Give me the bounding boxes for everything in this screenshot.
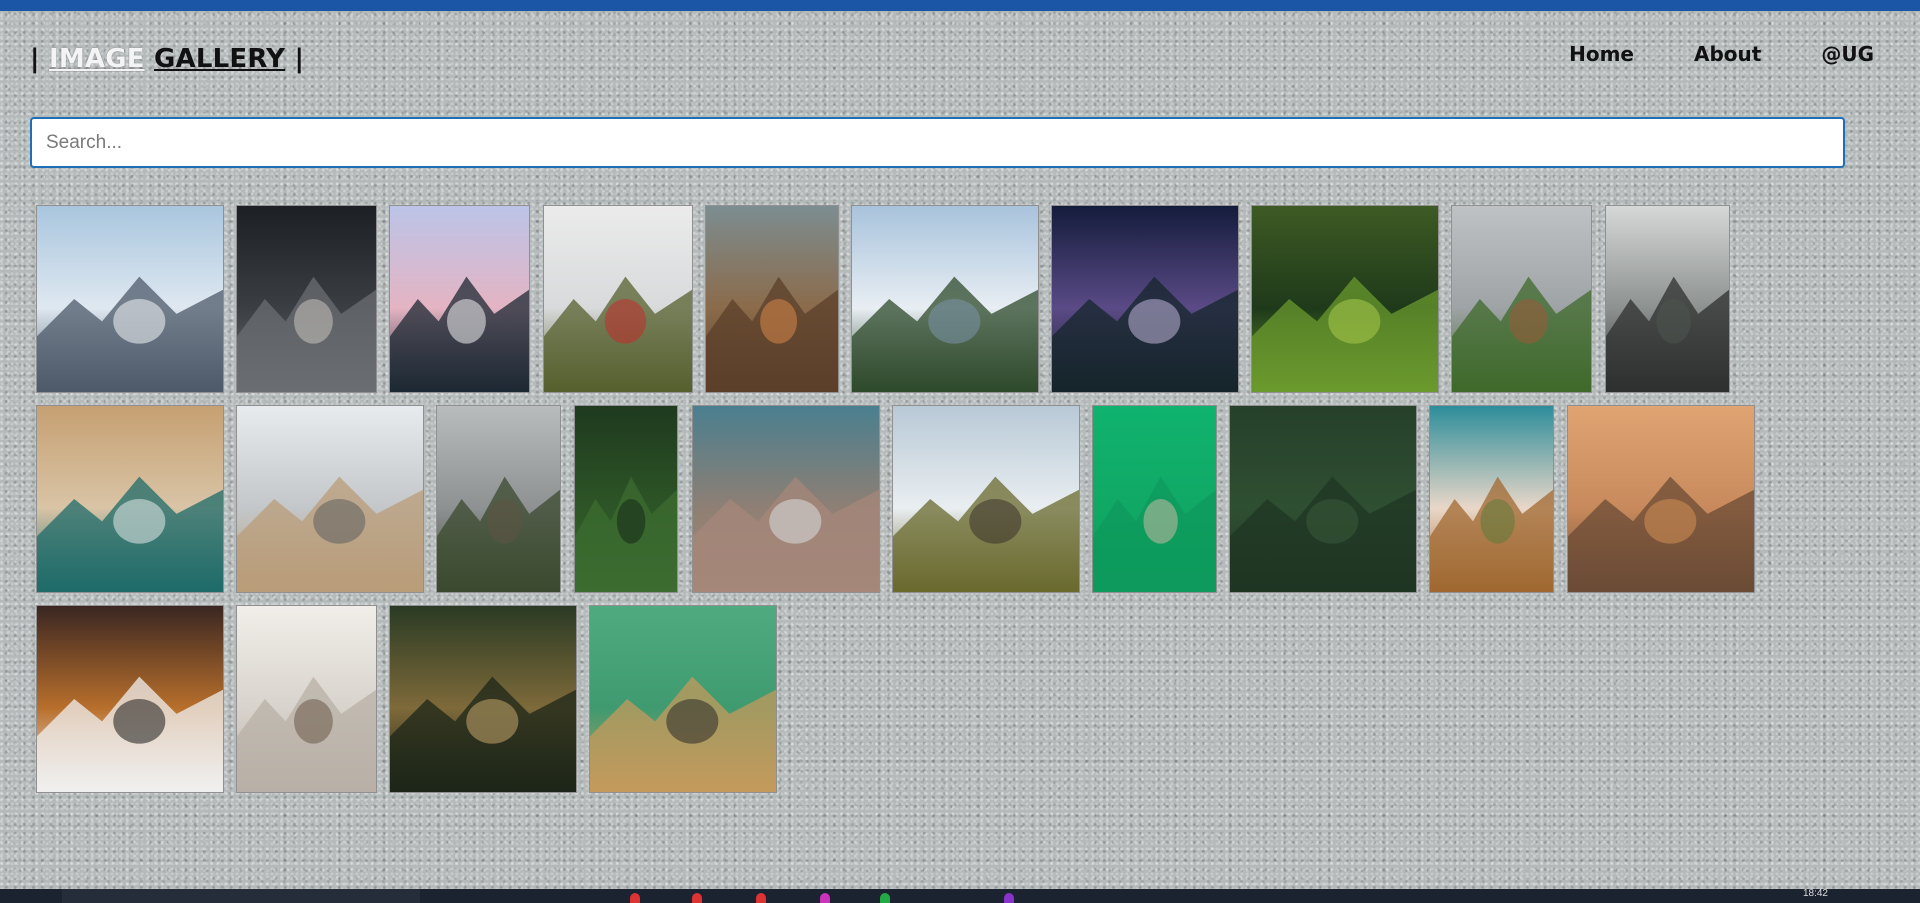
gallery-image-mountain-valley-forest[interactable] (851, 205, 1039, 393)
taskbar-app-icon[interactable] (630, 893, 640, 903)
gallery-image-french-bulldog-green[interactable] (1092, 405, 1217, 593)
gallery-image-husky-dog[interactable] (236, 205, 377, 393)
nav-about-link[interactable]: About (1694, 42, 1762, 66)
os-taskbar: 18:42 (0, 889, 1920, 903)
gallery-image-two-dogs-running[interactable] (1567, 405, 1755, 593)
gallery-image-aerial-beach-waves[interactable] (36, 405, 224, 593)
gallery-image-aerial-coastline[interactable] (692, 405, 880, 593)
logo-bar-left: | (30, 44, 40, 74)
gallery-image-orange-cat-on-table[interactable] (705, 205, 839, 393)
search-input[interactable] (30, 117, 1845, 168)
taskbar-search[interactable] (62, 889, 420, 903)
gallery-image-log-cabin-mountains[interactable] (892, 405, 1080, 593)
gallery-image-aerial-forest-canopy[interactable] (574, 405, 678, 593)
taskbar-app-icon[interactable] (1004, 893, 1014, 903)
gallery-image-snowy-mountain-range[interactable] (36, 205, 224, 393)
top-accent-bar (0, 0, 1920, 11)
nav-handle-link[interactable]: @UG (1821, 42, 1874, 66)
taskbar-app-icon[interactable] (692, 893, 702, 903)
nav-home-link[interactable]: Home (1569, 42, 1634, 66)
logo-word-image: IMAGE (48, 44, 145, 74)
gallery-image-dense-forest-aerial[interactable] (1229, 405, 1417, 593)
logo-word-gallery: GALLERY (154, 44, 286, 74)
taskbar-clock: 18:42 (1802, 888, 1828, 899)
site-logo[interactable]: | IMAGE GALLERY | (30, 44, 304, 74)
gallery-image-milky-way-mountains[interactable] (1051, 205, 1239, 393)
taskbar-app-icon[interactable] (880, 893, 890, 903)
main-nav: Home About @UG (1539, 42, 1874, 66)
gallery-image-dog-reading-magazine[interactable] (36, 605, 224, 793)
taskbar-app-icon[interactable] (756, 893, 766, 903)
gallery-image-foggy-hill-hut[interactable] (1451, 205, 1592, 393)
gallery-image-pine-forest-meadow[interactable] (1251, 205, 1439, 393)
gallery-image-cat-in-box-green[interactable] (589, 605, 777, 793)
gallery-image-cat-peeking-door[interactable] (1429, 405, 1554, 593)
gallery-image-forest-path[interactable] (389, 605, 577, 793)
gallery-image-coastal-cliffs[interactable] (1605, 205, 1730, 393)
gallery-image-pink-sky-mountain-peak[interactable] (389, 205, 530, 393)
gallery-image-sea-stack-beach[interactable] (236, 405, 424, 593)
gallery-image-red-cabin-field[interactable] (543, 205, 693, 393)
logo-bar-right: | (294, 44, 305, 74)
gallery-image-cat-on-stairs[interactable] (236, 605, 377, 793)
gallery-image-old-house-fog[interactable] (436, 405, 561, 593)
taskbar-app-icon[interactable] (820, 893, 830, 903)
